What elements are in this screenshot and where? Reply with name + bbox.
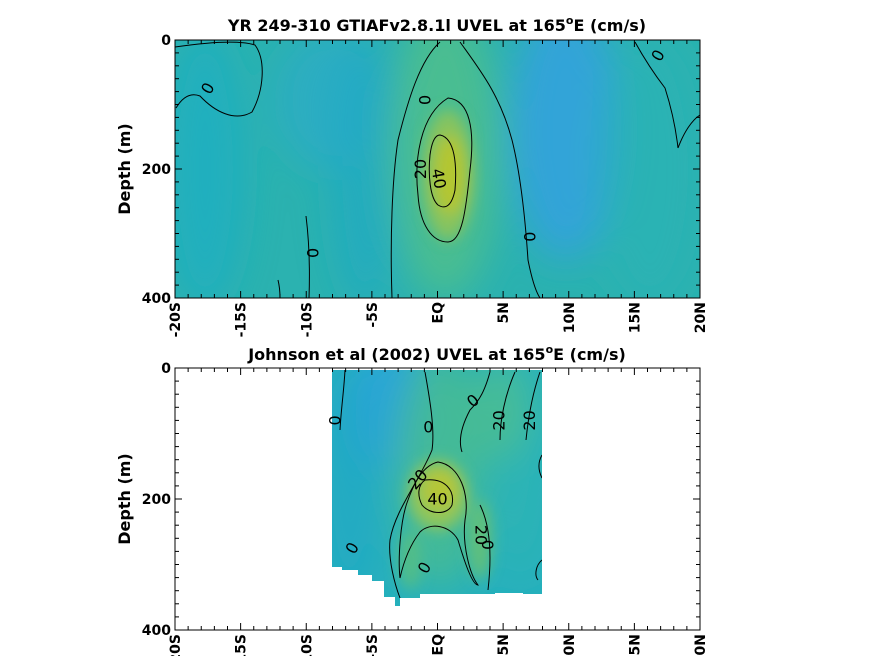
x-tick-label: -10S — [299, 302, 315, 337]
contour-lines-observations — [339, 370, 542, 599]
x-tick-label: 5N — [496, 302, 512, 323]
x-tick-label: -15S — [234, 634, 250, 656]
y-tick-label: 400 — [142, 623, 171, 639]
x-tick-labels-observations: -20S -15S -10S -5S EQ 5N 10N 15N 20N — [168, 634, 709, 656]
x-tick-label: 10N — [562, 302, 578, 333]
tick-marks-model — [174, 39, 701, 299]
x-tick-label: 15N — [627, 302, 643, 333]
contour-label: 0 — [415, 95, 434, 105]
heatmap-field-observations — [332, 370, 542, 606]
x-tick-label: -15S — [234, 302, 250, 337]
contour-label: 0 — [423, 417, 433, 436]
y-tick-label: 200 — [142, 162, 171, 178]
x-tick-label: -10S — [299, 634, 315, 656]
chart-title-observations: Johnson et al (2002) UVEL at 165oE (cm/s… — [247, 343, 626, 364]
contour-label: 40 — [428, 167, 450, 190]
y-tick-label: 200 — [142, 492, 171, 508]
x-tick-label: 10N — [562, 634, 578, 656]
x-tick-label: -5S — [365, 302, 381, 328]
x-tick-label: 5N — [496, 634, 512, 655]
panel-model: 0 0 20 400 0 0 -20S -15S -10S -5S EQ 5N 10N 15N 20N 0… — [115, 14, 709, 337]
contour-label: 20 — [471, 525, 490, 545]
x-tick-label: 20N — [693, 634, 709, 656]
x-tick-label: -5S — [365, 634, 381, 656]
x-tick-label: 15N — [627, 634, 643, 656]
y-tick-label: 0 — [161, 33, 171, 49]
contour-label: 20 — [411, 159, 430, 179]
y-axis-label-observations: Depth (m) — [115, 453, 134, 545]
contour-label: 0 — [478, 540, 497, 550]
contour-label: 0 — [520, 232, 539, 242]
tick-marks-observations — [174, 367, 701, 631]
chart-title-model: YR 249-310 GTIAFv2.8.1l UVEL at 165oE (c… — [227, 14, 646, 35]
x-tick-label: 20N — [693, 302, 709, 333]
y-tick-label: 0 — [161, 361, 171, 377]
contour-label: 0 — [326, 415, 345, 425]
x-tick-labels-model: -20S -15S -10S -5S EQ 5N 10N 15N 20N — [168, 302, 709, 337]
contour-label: 20 — [520, 410, 539, 430]
x-tick-label: EQ — [431, 634, 447, 656]
y-tick-labels-model: 0 200 400 — [142, 33, 171, 307]
x-tick-label: -20S — [168, 302, 184, 337]
y-axis-label-model: Depth (m) — [115, 123, 134, 215]
contour-label: 20 — [490, 410, 509, 430]
heatmap-field-model — [175, 40, 700, 298]
x-tick-label: -20S — [168, 634, 184, 656]
contour-label: 0 — [303, 248, 322, 258]
y-tick-label: 400 — [142, 291, 171, 307]
contour-label: 40 — [427, 490, 447, 509]
contour-lines-model — [175, 41, 700, 298]
y-tick-labels-observations: 0 200 400 — [142, 361, 171, 639]
x-tick-label: EQ — [431, 302, 447, 324]
